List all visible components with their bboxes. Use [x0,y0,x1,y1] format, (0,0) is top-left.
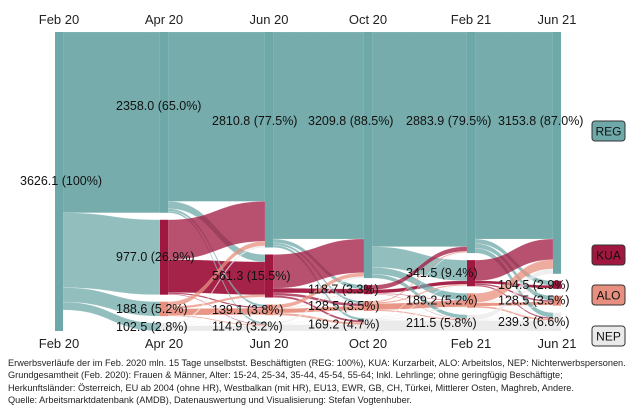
legend-item-nep: NEP [591,325,626,347]
tick-top-3: Oct 20 [349,12,387,27]
legend-label-reg: REG [595,125,621,139]
label-reg-1: 2358.0 (65.0%) [116,99,201,113]
legend-label-nep: NEP [596,330,621,344]
flow-ribbon-reg-to-reg [474,31,554,240]
label-kua-2: 561.3 (15.5%) [212,269,291,283]
tick-top-5: Jun 21 [537,12,576,27]
label-kua-3: 118.7 (3.3%) [308,283,379,297]
label-alo-4: 189.2 (5.2%) [406,294,478,308]
node-alo-1 [160,301,168,317]
flow-ribbons [62,31,554,332]
node-alo-3 [364,301,372,312]
label-alo-5: 128.5 (3.5%) [498,294,570,308]
caption-line-1: Erwerbsverläufe der im Feb. 2020 mln. 15… [8,358,626,368]
legend-label-alo: ALO [596,289,620,303]
label-nep-4: 211.5 (5.8%) [406,316,477,330]
label-nep-1: 102.5 (2.8%) [116,320,188,334]
label-alo-2: 139.1 (3.8%) [212,303,284,317]
tick-bottom-4: Feb 21 [451,336,491,351]
tick-top-2: Jun 20 [249,12,288,27]
legend-swatch-reg [591,120,626,142]
flow-ribbon-nep-to-kua [167,296,266,326]
flow-ribbon-nep-to-reg [272,276,365,324]
node-kua-1 [160,219,168,295]
node-labels: 3626.1 (100%) 2358.0 (65.0%) 977.0 (26.9%)… [20,99,583,334]
label-reg-0: 3626.1 (100%) [20,174,102,188]
caption-line-2: Grundgesamtheit (Feb. 2020): Frauen & Mä… [8,370,563,381]
legend-swatch-kua [591,244,626,266]
flow-ribbon-reg-to-reg [371,31,468,247]
label-alo-1: 188.6 (5.2%) [116,302,188,316]
flow-ribbon-reg-to-reg [272,31,365,240]
label-reg-5: 3153.8 (87.0%) [498,114,583,128]
caption-line-4: Quelle: Arbeitsmarktdatenbank (AMDB), Da… [8,395,412,406]
label-kua-1: 977.0 (26.9%) [116,250,195,264]
label-reg-4: 2883.9 (79.5%) [406,114,491,128]
label-kua-4: 341.5 (9.4%) [406,266,478,280]
node-alo-2 [265,304,273,316]
flow-ribbon-nep-to-alo [474,304,554,321]
legend-label-kua: KUA [596,249,621,263]
label-reg-2: 2810.8 (77.5%) [212,114,297,128]
tick-bottom-5: Jun 21 [537,336,576,351]
flow-ribbon-nep-to-alo [272,310,365,325]
node-nep-3 [364,318,372,332]
caption-line-3: Herkunftsländer: Österreich, EU ab 2004 … [8,382,574,393]
label-nep-3: 169.2 (4.7%) [308,318,380,332]
label-kua-5: 104.5 (2.9%) [498,278,570,292]
state-nodes [55,32,561,332]
legend: REG KUA ALO NEP [591,120,626,347]
tick-top-1: Apr 20 [145,12,183,27]
node-reg-3 [364,32,372,279]
node-alo-5 [553,295,561,306]
node-kua-3 [364,285,372,295]
flow-ribbon-reg-to-alo [62,287,161,317]
node-nep-1 [160,323,168,331]
flow-ribbon-nep-to-reg [167,245,266,325]
node-nep-4 [467,314,475,331]
node-kua-5 [553,280,561,289]
tick-top-4: Feb 21 [451,12,491,27]
node-alo-4 [467,293,475,308]
node-reg-2 [265,32,273,248]
tick-bottom-3: Oct 20 [349,336,387,351]
tick-bottom-2: Jun 20 [249,336,288,351]
chart-caption: Erwerbsverläufe der im Feb. 2020 mln. 15… [8,357,636,407]
legend-item-alo: ALO [591,284,626,306]
node-nep-5 [553,312,561,331]
flow-ribbon-nep-to-nep [272,324,365,332]
legend-item-kua: KUA [591,244,626,266]
label-nep-5: 239.3 (6.6%) [498,315,570,329]
label-nep-2: 114.9 (3.2%) [212,320,283,334]
flow-ribbon-nep-to-kua [371,285,468,320]
node-reg-1 [160,32,168,213]
node-reg-0 [55,32,63,331]
tick-top-0: Feb 20 [39,12,79,27]
label-reg-3: 3209.8 (88.5%) [308,114,393,128]
legend-swatch-alo [591,284,626,306]
tick-bottom-1: Apr 20 [145,336,183,351]
label-alo-3: 128.5 (3.5%) [308,299,380,313]
time-axis: Feb 20 Feb 20 Apr 20 Apr 20 Jun 20 Jun 20 Oct … [39,12,577,351]
node-kua-2 [265,254,273,298]
node-reg-5 [553,32,561,274]
node-nep-2 [265,322,273,331]
legend-item-reg: REG [591,120,626,142]
legend-swatch-nep [591,325,626,347]
node-kua-4 [467,260,475,287]
tick-bottom-0: Feb 20 [39,336,79,351]
node-reg-4 [467,32,475,254]
